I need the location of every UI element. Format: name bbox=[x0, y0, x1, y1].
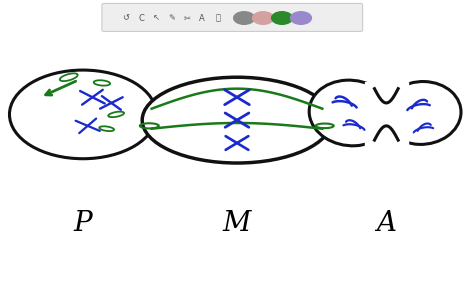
Circle shape bbox=[234, 12, 255, 24]
Circle shape bbox=[291, 12, 311, 24]
Text: A: A bbox=[199, 13, 205, 23]
Circle shape bbox=[272, 12, 292, 24]
Ellipse shape bbox=[383, 82, 461, 144]
Text: M: M bbox=[223, 210, 251, 237]
Bar bbox=[365, 82, 408, 147]
Text: ↖: ↖ bbox=[153, 13, 160, 23]
Text: C: C bbox=[138, 13, 144, 23]
Circle shape bbox=[253, 12, 273, 24]
Circle shape bbox=[9, 70, 156, 159]
Text: ✎: ✎ bbox=[168, 13, 175, 23]
Text: A: A bbox=[376, 210, 396, 237]
Text: ✂: ✂ bbox=[183, 13, 190, 23]
Ellipse shape bbox=[142, 77, 332, 163]
Text: ↺: ↺ bbox=[122, 13, 129, 23]
Ellipse shape bbox=[309, 80, 392, 146]
Text: ⬜: ⬜ bbox=[216, 13, 220, 23]
FancyBboxPatch shape bbox=[102, 3, 363, 31]
Text: P: P bbox=[73, 210, 92, 237]
